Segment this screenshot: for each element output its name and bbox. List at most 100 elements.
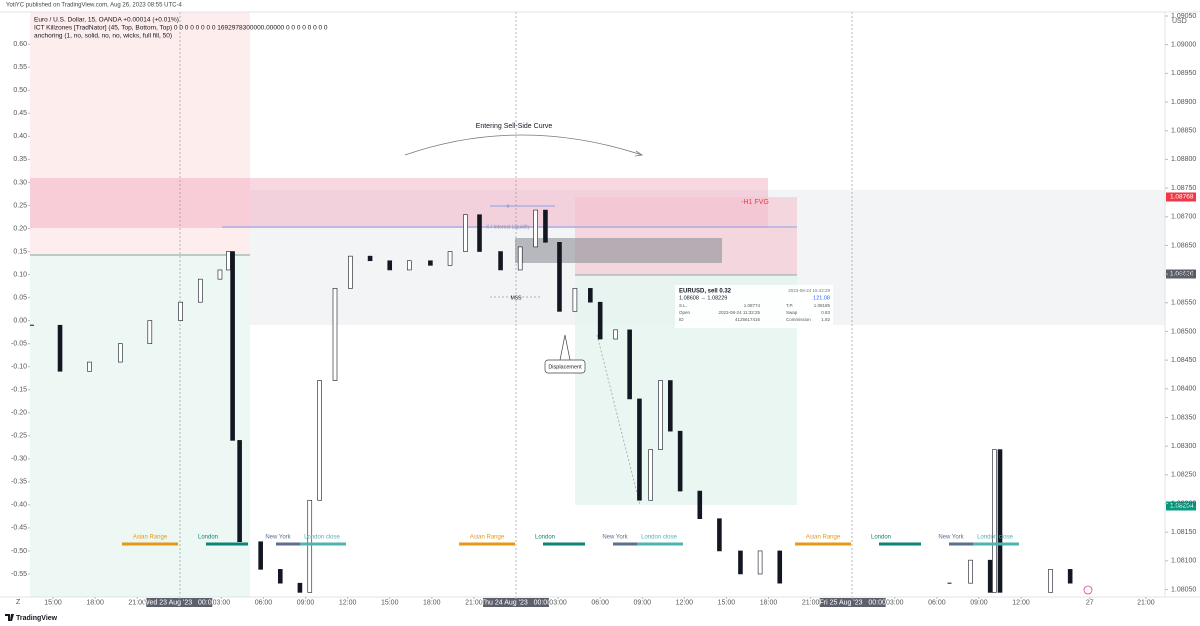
y-tick-label: -0.45 (11, 525, 27, 532)
candle (987, 559, 993, 593)
y-tick-label: -0.15 (11, 387, 27, 394)
candle (258, 541, 263, 570)
y-tick-label: 0.05 (13, 294, 27, 301)
trade-title: EURUSD, sell 0.32 (679, 289, 732, 295)
price-tag (1166, 501, 1196, 511)
y-tick-label: -0.35 (11, 479, 27, 486)
trade-cell: Open (679, 310, 691, 315)
x-tick-label: 12:00 (1012, 599, 1030, 606)
session-label: London (871, 535, 891, 541)
y-tick-label: -0.25 (11, 433, 27, 440)
candle (597, 301, 603, 340)
x-tick-label: Fri 25 Aug '23 00:00 (820, 599, 886, 606)
x-tick-label: 21:00 (802, 599, 820, 606)
y-tick-label: 0.15 (13, 248, 27, 255)
displacement-label: Displacement (548, 364, 582, 370)
session-bar (206, 542, 248, 546)
session-bar (459, 542, 515, 546)
trade-cell: 1.92 (821, 317, 830, 322)
range-zone (30, 255, 250, 597)
footer (0, 607, 1200, 626)
x-tick-label: 06:00 (591, 599, 609, 606)
session-label: New York (602, 535, 628, 541)
y2-tick-label: 1.08850 (1171, 128, 1196, 135)
publisher: YotiYC published on TradingView.com, Aug… (6, 3, 182, 9)
y-tick-label: -0.05 (11, 340, 27, 347)
asia-zone (30, 12, 250, 255)
date-highlight (146, 598, 213, 607)
y-tick-label: -0.50 (11, 548, 27, 555)
x-tick-label: Wed 23 Aug '23 00:00 (143, 599, 216, 606)
y2-tick-label: 1.08100 (1171, 558, 1196, 565)
x-tick-label: 12:00 (676, 599, 694, 606)
fvg-label: -H1 FVG (741, 199, 769, 206)
candle (658, 380, 663, 450)
candle (968, 559, 973, 584)
y2-tick-label: 1.09000 (1171, 42, 1196, 49)
candle (717, 518, 722, 552)
candle (637, 398, 642, 501)
session-label: London (535, 535, 555, 541)
y-tick-label: -0.30 (11, 456, 27, 463)
price-tag-label: 1.08768 (1170, 194, 1194, 201)
y-tick-label: -0.55 (11, 571, 27, 578)
session-bar (879, 542, 921, 546)
y2-tick-label: 1.08400 (1171, 386, 1196, 393)
trade-cell: T.P. (786, 303, 793, 308)
x-tick-label: 21:00 (128, 599, 146, 606)
y-tick-label: 0.60 (13, 41, 27, 48)
trade-cell: Commission (786, 317, 811, 322)
candle (230, 251, 235, 441)
candle (226, 251, 231, 271)
trade-panel: EURUSD, sell 0.32 2023-08-24 15:42:29 1.… (675, 285, 833, 328)
candle (613, 329, 618, 340)
y2-tick-label: 1.08750 (1171, 185, 1196, 192)
y-tick-label: 0.00 (13, 317, 27, 324)
trade-cell: 0.83 (821, 310, 830, 315)
y-tick-label: 0.25 (13, 202, 27, 209)
candle (307, 499, 313, 593)
y-tick-label: -0.20 (11, 410, 27, 417)
candles (29, 209, 1073, 593)
session-label: London (198, 535, 218, 541)
session-label: New York (265, 535, 291, 541)
candle (463, 214, 468, 252)
y-tick-label: 0.35 (13, 156, 27, 163)
x-tick-label: 06:00 (928, 599, 946, 606)
candle (87, 361, 92, 372)
y-tick-label: 0.20 (13, 225, 27, 232)
y2-tick-label: 1.08050 (1171, 586, 1196, 593)
candle (648, 449, 653, 501)
x-tick-label: 27 (1086, 599, 1094, 606)
alert-icon[interactable] (1083, 585, 1093, 595)
candle (668, 380, 673, 432)
price-tag (1166, 192, 1196, 202)
candle (588, 288, 593, 303)
candle (557, 242, 562, 312)
x-tick-label: 06:00 (255, 599, 273, 606)
y2-tick-label: 1.08200 (1171, 500, 1196, 507)
x-tick-label: 09:00 (970, 599, 988, 606)
mss-label: MSS (511, 295, 523, 301)
candle (217, 269, 223, 280)
curve-label: Entering Sell-Side Curve (476, 123, 553, 130)
candle (533, 209, 538, 248)
candle (1048, 569, 1053, 593)
arrow-head (634, 150, 644, 157)
y2-tick-label: 1.08450 (1171, 357, 1196, 364)
trade-profit: 121.08 (813, 295, 830, 301)
y-tick-label: 0.50 (13, 87, 27, 94)
candle (367, 255, 373, 262)
candle (777, 550, 783, 584)
y2-tick-label: 1.08800 (1171, 156, 1196, 163)
projection-line (596, 334, 641, 506)
candle (738, 550, 743, 575)
callout-box (544, 359, 586, 374)
x-tick-label: Thu 24 Aug '23 00:00 (481, 599, 551, 606)
scale-button[interactable]: Z (16, 599, 21, 606)
session-bar (276, 542, 300, 546)
session-bar (543, 542, 585, 546)
session-bar (122, 542, 178, 546)
candle (348, 255, 353, 289)
